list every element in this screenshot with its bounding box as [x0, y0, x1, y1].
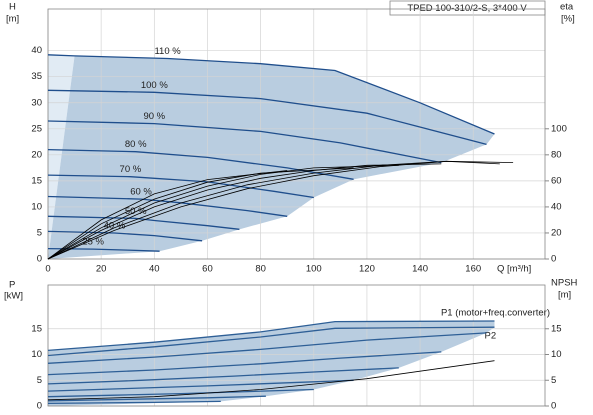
curve	[47, 54, 495, 135]
curve-label: 25 %	[82, 237, 104, 248]
curve	[47, 326, 495, 357]
curve-label: 100 %	[141, 80, 168, 91]
x-tick-label: 20	[96, 264, 107, 275]
y-tick-label: 15	[31, 323, 42, 334]
curve	[47, 400, 221, 405]
y2-tick-label: 60	[551, 175, 562, 186]
chart-title: TPED 100-310/2-S, 3*400 V	[407, 3, 527, 14]
curve-label: 110 %	[154, 46, 181, 57]
y-tick-label: 5	[37, 227, 42, 238]
plot-frame	[47, 8, 546, 260]
y2-tick-label: 100	[551, 123, 567, 134]
y2-tick-label: 20	[551, 227, 562, 238]
y2-axis-label: eta	[560, 2, 574, 13]
y2-tick-label: 5	[551, 375, 556, 386]
curve-name: P2	[485, 331, 497, 342]
x-tick-label: 140	[412, 264, 428, 275]
curve	[47, 388, 314, 398]
curve	[47, 89, 487, 146]
x-tick-label: 40	[149, 264, 160, 275]
y-tick-label: 30	[31, 97, 42, 108]
y-tick-label: 5	[37, 375, 42, 386]
y-tick-label: 35	[31, 71, 42, 82]
curve-label: 60 %	[130, 187, 152, 198]
y2-tick-label: 0	[551, 254, 556, 265]
x-tick-label: 160	[465, 264, 481, 275]
y-tick-label: 40	[31, 45, 42, 56]
y-tick-label: 10	[31, 349, 42, 360]
secondary-curve	[47, 170, 288, 260]
curve-label: 70 %	[120, 164, 142, 175]
y-axis-label: P	[9, 280, 15, 291]
y2-tick-label: 15	[551, 323, 562, 334]
secondary-curve	[47, 360, 495, 401]
curve-name: P1 (motor+freq.converter)	[441, 308, 550, 319]
curve	[47, 230, 203, 242]
y-tick-label: 0	[37, 254, 42, 265]
curve-label: 90 %	[143, 111, 165, 122]
y2-tick-label: 10	[551, 349, 562, 360]
y2-tick-label: 40	[551, 201, 562, 212]
x-tick-label: 120	[359, 264, 375, 275]
y-tick-label: 20	[31, 149, 42, 160]
curve	[47, 395, 266, 402]
y-tick-label: 15	[31, 175, 42, 186]
x-tick-label: 100	[306, 264, 322, 275]
operating-range	[48, 55, 495, 259]
y-axis-label: H	[9, 2, 16, 13]
curve	[47, 148, 354, 180]
y-tick-label: 10	[31, 201, 42, 212]
curve	[47, 367, 399, 385]
y2-axis-label: NPSH	[551, 278, 578, 289]
curve	[47, 320, 495, 352]
y2-axis-unit: [m]	[558, 290, 571, 301]
plot-frame	[47, 284, 546, 407]
x-tick-label: 60	[202, 264, 213, 275]
curve	[47, 332, 487, 364]
x-tick-label: 80	[255, 264, 266, 275]
curve	[47, 120, 442, 164]
curve	[47, 351, 442, 376]
curve-label: 80 %	[125, 139, 147, 150]
secondary-curve	[47, 164, 399, 260]
y-tick-label: 0	[37, 401, 42, 412]
y2-tick-label: 0	[551, 401, 556, 412]
title-box	[389, 0, 546, 16]
light-region	[48, 54, 75, 260]
secondary-curve	[47, 160, 500, 260]
y2-tick-label: 80	[551, 149, 562, 160]
secondary-curve	[47, 167, 354, 260]
y-axis-unit: [kW]	[4, 291, 23, 302]
y-tick-label: 25	[31, 123, 42, 134]
curve-label: 40 %	[104, 220, 126, 231]
y-axis-unit: [m]	[6, 14, 19, 25]
x-tick-label: 0	[45, 264, 50, 275]
curve	[47, 379, 354, 392]
x-axis-label: Q [m³/h]	[497, 264, 531, 275]
y2-axis-unit: [%]	[561, 14, 575, 25]
